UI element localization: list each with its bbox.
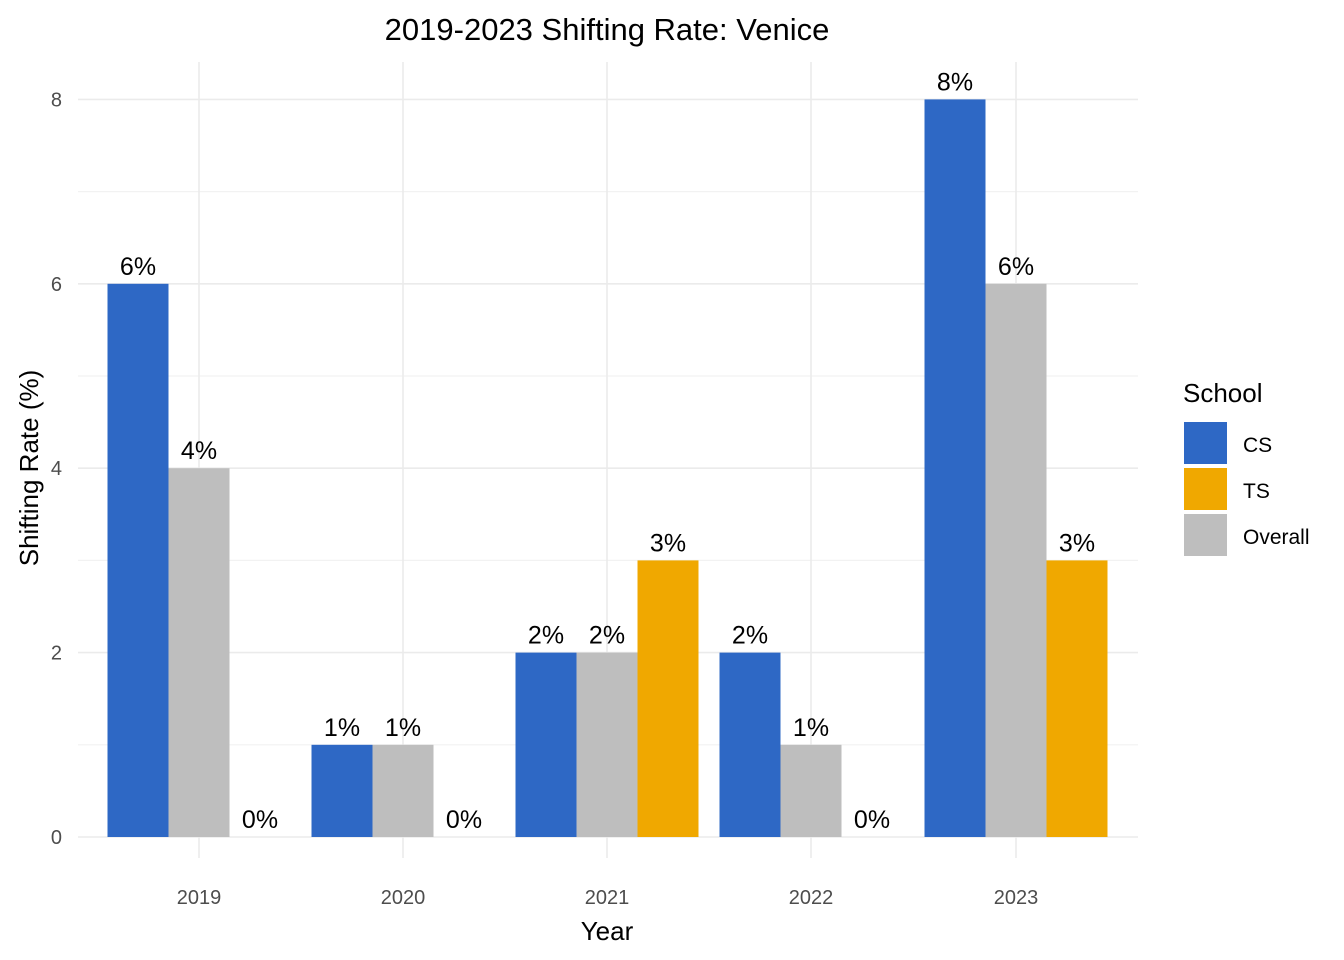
- bar-label-overall-2021: 2%: [589, 622, 625, 650]
- bar-label-overall-2023: 6%: [998, 253, 1034, 281]
- bar-ts-2023: [1046, 560, 1108, 837]
- x-tick-label: 2022: [789, 887, 834, 909]
- y-axis-ticks: 0 2 4 6 8: [51, 89, 62, 849]
- legend-swatch-cs: [1184, 422, 1227, 464]
- legend-label-ts: TS: [1243, 480, 1270, 503]
- bar-overall-2021: [576, 652, 638, 837]
- legend-label-cs: CS: [1243, 434, 1272, 457]
- bar-overall-2020: [372, 744, 434, 837]
- bar-label-ts-2023: 3%: [1059, 529, 1095, 557]
- bar-cs-2019: [107, 283, 169, 837]
- bar-cs-2020: [311, 744, 373, 837]
- bar-label-cs-2021: 2%: [528, 622, 564, 650]
- x-tick-label: 2020: [381, 887, 426, 909]
- bar-label-cs-2019: 6%: [120, 253, 156, 281]
- x-axis-ticks: 2019 2020 2021 2022 2023: [177, 887, 1039, 909]
- y-tick-label: 6: [51, 274, 62, 296]
- legend-label-overall: Overall: [1243, 526, 1310, 549]
- bar-label-ts-2020: 0%: [446, 806, 482, 834]
- y-tick-label: 4: [51, 458, 62, 480]
- bar-label-ts-2019: 0%: [242, 806, 278, 834]
- bars: [107, 99, 1108, 837]
- x-axis-title: Year: [581, 916, 634, 946]
- bar-label-overall-2022: 1%: [793, 714, 829, 742]
- bar-overall-2022: [780, 744, 842, 837]
- legend-swatch-ts: [1184, 468, 1227, 510]
- bar-label-overall-2019: 4%: [181, 437, 217, 465]
- x-tick-label: 2019: [177, 887, 222, 909]
- y-tick-label: 8: [51, 89, 62, 111]
- bar-cs-2021: [515, 652, 577, 837]
- x-tick-label: 2023: [994, 887, 1039, 909]
- bar-label-cs-2022: 2%: [732, 622, 768, 650]
- bar-label-ts-2021: 3%: [650, 529, 686, 557]
- bar-ts-2021: [637, 560, 699, 837]
- x-tick-label: 2021: [585, 887, 630, 909]
- bar-label-overall-2020: 1%: [385, 714, 421, 742]
- y-tick-label: 0: [51, 827, 62, 849]
- bar-label-cs-2020: 1%: [324, 714, 360, 742]
- y-axis-title: Shifting Rate (%): [14, 370, 44, 567]
- chart-title: 2019-2023 Shifting Rate: Venice: [385, 12, 830, 47]
- bar-cs-2023: [924, 99, 986, 837]
- bar-labels: 6% 4% 0% 1% 1% 0% 2% 2% 3% 2% 1% 0% 8% 6% 3%: [120, 68, 1095, 834]
- bar-overall-2023: [985, 283, 1047, 837]
- legend-swatch-overall: [1184, 514, 1227, 556]
- legend: School CS TS Overall: [1183, 378, 1310, 556]
- bar-cs-2022: [719, 652, 781, 837]
- y-tick-label: 2: [51, 643, 62, 665]
- legend-title: School: [1183, 378, 1263, 408]
- bar-label-ts-2022: 0%: [854, 806, 890, 834]
- bar-overall-2019: [168, 468, 230, 837]
- bar-label-cs-2023: 8%: [937, 68, 973, 96]
